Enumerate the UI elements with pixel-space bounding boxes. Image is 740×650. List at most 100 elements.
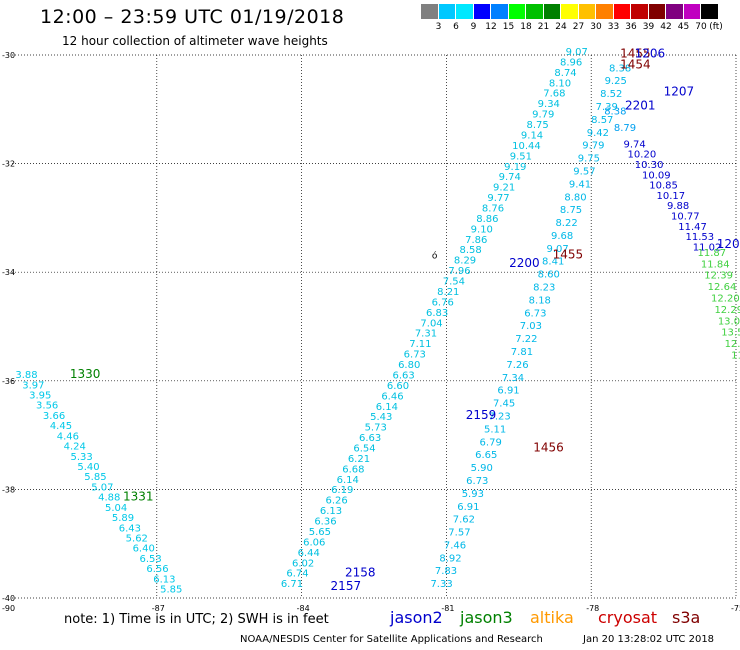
wave-height-value: 13.03 [718,316,740,327]
wave-height-value: 9.10 [471,224,493,235]
wave-height-value: 8.21 [437,287,459,298]
wave-height-value: 12.29 [714,305,740,316]
colorbar-swatch [666,4,684,19]
wave-height-value: 5.33 [71,452,93,463]
wave-height-value: 6.65 [475,450,497,461]
wave-height-value: 10.17 [657,191,686,202]
wave-height-value: 7.04 [420,318,442,329]
colorbar-swatch [421,4,439,19]
wave-height-value: 7.26 [506,360,528,371]
wave-height-value: 7.34 [502,373,524,384]
lon-tick-label: -84 [297,604,310,613]
wave-height-value: 8.57 [591,115,613,126]
colorbar-swatch [596,4,614,19]
colorbar-label: 42 [660,22,672,32]
wave-height-value: 6.71 [281,579,303,590]
wave-height-value: 13.58 [721,328,740,339]
wave-height-value: 9.34 [538,99,560,110]
wave-height-value: 7.68 [543,89,565,100]
wave-height-value: 8.74 [554,68,576,79]
lon-tick-label: -75 [731,604,740,613]
wave-height-value: 6.76 [432,297,454,308]
wave-height-value: 4.45 [50,421,72,432]
wave-height-value: 11.53 [685,232,714,243]
wave-height-value: 7.39 [596,102,618,113]
wave-height-value: 6.60 [387,381,409,392]
wave-height-value: 12.20 [711,294,740,305]
colorbar-label: 39 [642,22,655,32]
wave-height-value: 4.24 [64,442,86,453]
pass-time-label: 1330 [70,367,101,381]
colorbar-swatch [578,4,596,19]
lat-tick-label: -36 [2,377,15,386]
wave-height-value: 10.30 [635,160,664,171]
colorbar-swatch [438,4,456,19]
wave-height-tracks: 3.883.973.953.563.664.454.464.245.335.40… [15,47,740,596]
lat-tick-label: -40 [2,594,15,603]
wave-height-value: 8.22 [555,218,577,229]
colorbar-swatch [473,4,491,19]
wave-height-value: 12.39 [704,271,733,282]
colorbar-label: 33 [607,22,620,32]
island-marker: ó [432,251,438,262]
wave-height-value: 5.07 [91,482,113,493]
wave-height-value: 6.73 [524,308,546,319]
wave-height-value: 9.07 [566,47,588,58]
colorbar-label: 45 [677,22,690,32]
wave-height-value: 7.22 [515,334,537,345]
wave-height-value: 6.73 [404,350,426,361]
footer-timestamp: Jan 20 13:28:02 UTC 2018 [583,634,715,645]
pass-time-label: 1455 [620,47,651,61]
colorbar-swatch [526,4,544,19]
pass-time-label: 1454 [620,58,651,72]
colorbar-label: 18 [520,22,532,32]
wave-height-value: 6.74 [286,569,308,580]
lat-tick-label: -30 [2,51,15,60]
wave-height-value: 3.66 [43,411,65,422]
wave-height-value: 8.23 [533,283,555,294]
wave-height-value: 9.42 [587,128,609,139]
lon-tick-label: -78 [586,604,599,613]
pass-time-label: 1456 [533,440,564,454]
colorbar-swatch [701,4,719,19]
wave-height-value: 11.8 [731,351,740,362]
wave-height-value: 3.97 [22,380,44,391]
wave-height-value: 9.51 [510,151,532,162]
colorbar-swatch [561,4,579,19]
wave-height-value: 8.96 [560,57,582,68]
wave-height-value: 9.21 [493,183,515,194]
wave-height-value: 5.85 [160,585,182,596]
wave-height-value: 5.90 [471,463,493,474]
wave-height-value: 7.46 [444,540,466,551]
note-text: note: 1) Time is in UTC; 2) SWH is in fe… [64,612,329,627]
wave-height-value: 6.63 [392,370,414,381]
wave-height-value: 5.89 [112,513,134,524]
colorbar-swatch [456,4,474,19]
colorbar-label: 3 [435,22,442,32]
wave-height-value: 6.83 [426,308,448,319]
wave-height-value: 3.88 [15,370,37,381]
wave-height-value: 6.44 [298,548,320,559]
wave-height-value: 5.04 [105,503,127,514]
wave-height-value: 5.85 [84,472,106,483]
pass-time-label: 2200 [509,256,540,270]
wave-height-value: 7.31 [415,329,437,340]
wave-height-value: 5.40 [77,462,99,473]
wave-height-value: 8.58 [459,245,481,256]
wave-height-value: 6.21 [348,454,370,465]
wave-height-value: 8.52 [600,89,622,100]
wave-height-value: 9.74 [624,139,646,150]
wave-height-value: 6.26 [325,496,347,507]
legend-item-altika: altika [530,608,574,627]
wave-height-value: 9.14 [521,130,543,141]
wave-height-value: 7.54 [443,277,465,288]
wave-height-value: 6.02 [292,558,314,569]
lon-tick-label: -87 [152,604,165,613]
pass-time-label: 2201 [625,98,656,112]
wave-height-value: 9.74 [499,172,521,183]
wave-height-value: 6.91 [457,502,479,513]
wave-height-value: 5.93 [462,489,484,500]
wave-height-value: 8.79 [614,123,636,134]
